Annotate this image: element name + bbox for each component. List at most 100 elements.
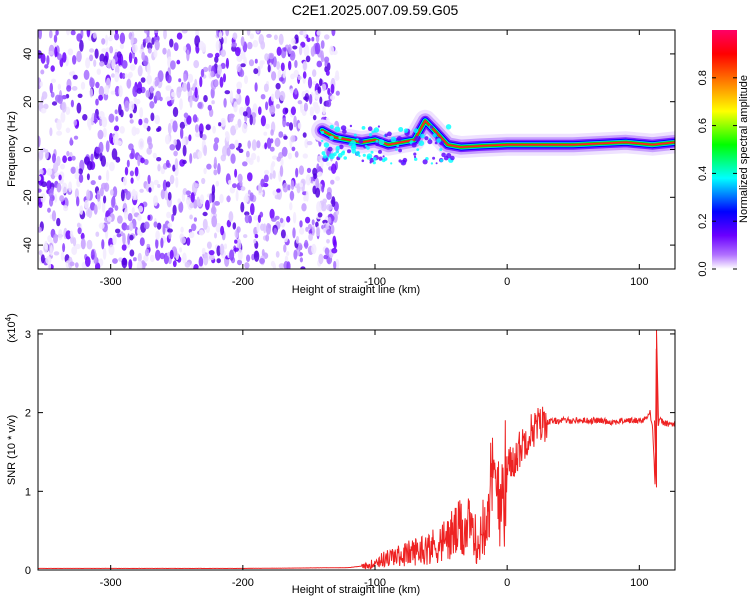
ridge-blob <box>422 159 428 165</box>
noise-speckle <box>294 60 298 68</box>
noise-speckle <box>256 222 260 233</box>
noise-speckle <box>275 251 280 258</box>
noise-speckle <box>335 258 340 269</box>
noise-speckle <box>306 140 313 146</box>
noise-speckle <box>74 262 79 268</box>
noise-speckle <box>249 114 253 126</box>
noise-speckle <box>232 222 237 230</box>
noise-speckle <box>103 195 107 204</box>
noise-speckle <box>86 209 91 217</box>
noise-speckle <box>208 250 215 256</box>
noise-speckle <box>315 221 319 228</box>
noise-speckle <box>244 262 250 269</box>
noise-speckle <box>114 32 120 41</box>
noise-speckle <box>56 130 63 136</box>
noise-speckle <box>208 254 215 261</box>
ridge-blob <box>370 150 374 154</box>
noise-speckle <box>77 93 83 99</box>
noise-speckle <box>309 106 315 115</box>
bottom-ytick-label: 0 <box>25 565 31 577</box>
noise-speckle <box>97 129 104 140</box>
noise-speckle <box>280 229 286 239</box>
ridge-blob <box>396 144 400 148</box>
noise-speckle <box>203 95 208 103</box>
noise-speckle <box>78 173 84 183</box>
noise-speckle <box>129 119 134 124</box>
noise-speckle <box>266 33 272 38</box>
noise-speckle <box>39 81 43 88</box>
bottom-x-ticks: -300 -200 -100 0 100 <box>100 330 648 589</box>
noise-speckle <box>287 184 291 191</box>
noise-speckle <box>98 85 105 97</box>
noise-speckle <box>108 207 114 214</box>
noise-speckle <box>189 153 193 164</box>
noise-speckle <box>311 36 315 42</box>
noise-speckle <box>165 96 171 102</box>
noise-speckle <box>246 30 251 36</box>
noise-speckle <box>140 77 146 83</box>
ridge-blob <box>362 153 366 157</box>
ridge-blob <box>446 153 452 159</box>
noise-speckle <box>201 134 207 141</box>
noise-speckle <box>92 32 97 39</box>
noise-speckle <box>293 115 297 128</box>
noise-speckle <box>86 239 93 250</box>
noise-speckle <box>121 257 128 269</box>
noise-speckle <box>289 202 293 211</box>
noise-speckle <box>66 150 70 157</box>
noise-speckle <box>202 211 208 217</box>
noise-speckle <box>213 142 219 152</box>
ridge-blob <box>429 125 434 129</box>
noise-speckle <box>214 137 220 144</box>
ridge-blob <box>347 149 351 154</box>
noise-speckle <box>323 254 329 260</box>
noise-speckle <box>315 177 320 190</box>
noise-speckle <box>213 156 217 169</box>
noise-speckle <box>153 221 158 228</box>
noise-speckle <box>249 192 254 202</box>
noise-speckle <box>238 148 244 153</box>
noise-speckle <box>239 180 243 187</box>
noise-speckle <box>322 219 328 224</box>
noise-speckle <box>156 222 162 230</box>
noise-speckle <box>240 36 245 47</box>
noise-speckle <box>177 198 181 204</box>
noise-speckle <box>136 260 143 269</box>
noise-speckle <box>276 61 280 70</box>
noise-speckle <box>308 94 313 105</box>
noise-speckle <box>235 93 240 100</box>
noise-speckle <box>93 59 97 67</box>
noise-speckle <box>130 177 134 184</box>
noise-speckle <box>272 170 276 179</box>
noise-speckle <box>214 232 217 239</box>
noise-speckle <box>292 45 298 50</box>
noise-speckle <box>189 214 193 220</box>
noise-speckle <box>260 94 266 100</box>
bottom-y-ticks: 0 1 2 3 <box>25 329 675 577</box>
noise-speckle <box>119 43 124 50</box>
ridge-blob <box>340 125 347 131</box>
noise-speckle <box>114 64 120 75</box>
noise-speckle <box>116 233 122 238</box>
noise-speckle <box>137 214 142 222</box>
noise-speckle <box>213 169 218 176</box>
noise-speckle <box>211 215 218 228</box>
noise-speckle <box>67 48 74 56</box>
noise-speckle <box>188 134 192 142</box>
ridge-blob <box>329 124 334 129</box>
noise-speckle <box>77 168 83 175</box>
noise-speckle <box>98 118 103 127</box>
noise-speckle <box>44 149 49 160</box>
noise-speckle <box>101 116 108 128</box>
noise-speckle <box>99 187 104 197</box>
noise-speckle <box>172 204 177 216</box>
ridge-blob <box>338 136 342 140</box>
noise-speckle <box>229 90 234 102</box>
noise-speckle <box>236 88 241 95</box>
noise-speckle <box>287 44 292 55</box>
noise-speckle <box>57 83 61 90</box>
noise-speckle <box>294 151 299 158</box>
noise-speckle <box>317 155 324 160</box>
ridge-blob <box>328 153 335 160</box>
